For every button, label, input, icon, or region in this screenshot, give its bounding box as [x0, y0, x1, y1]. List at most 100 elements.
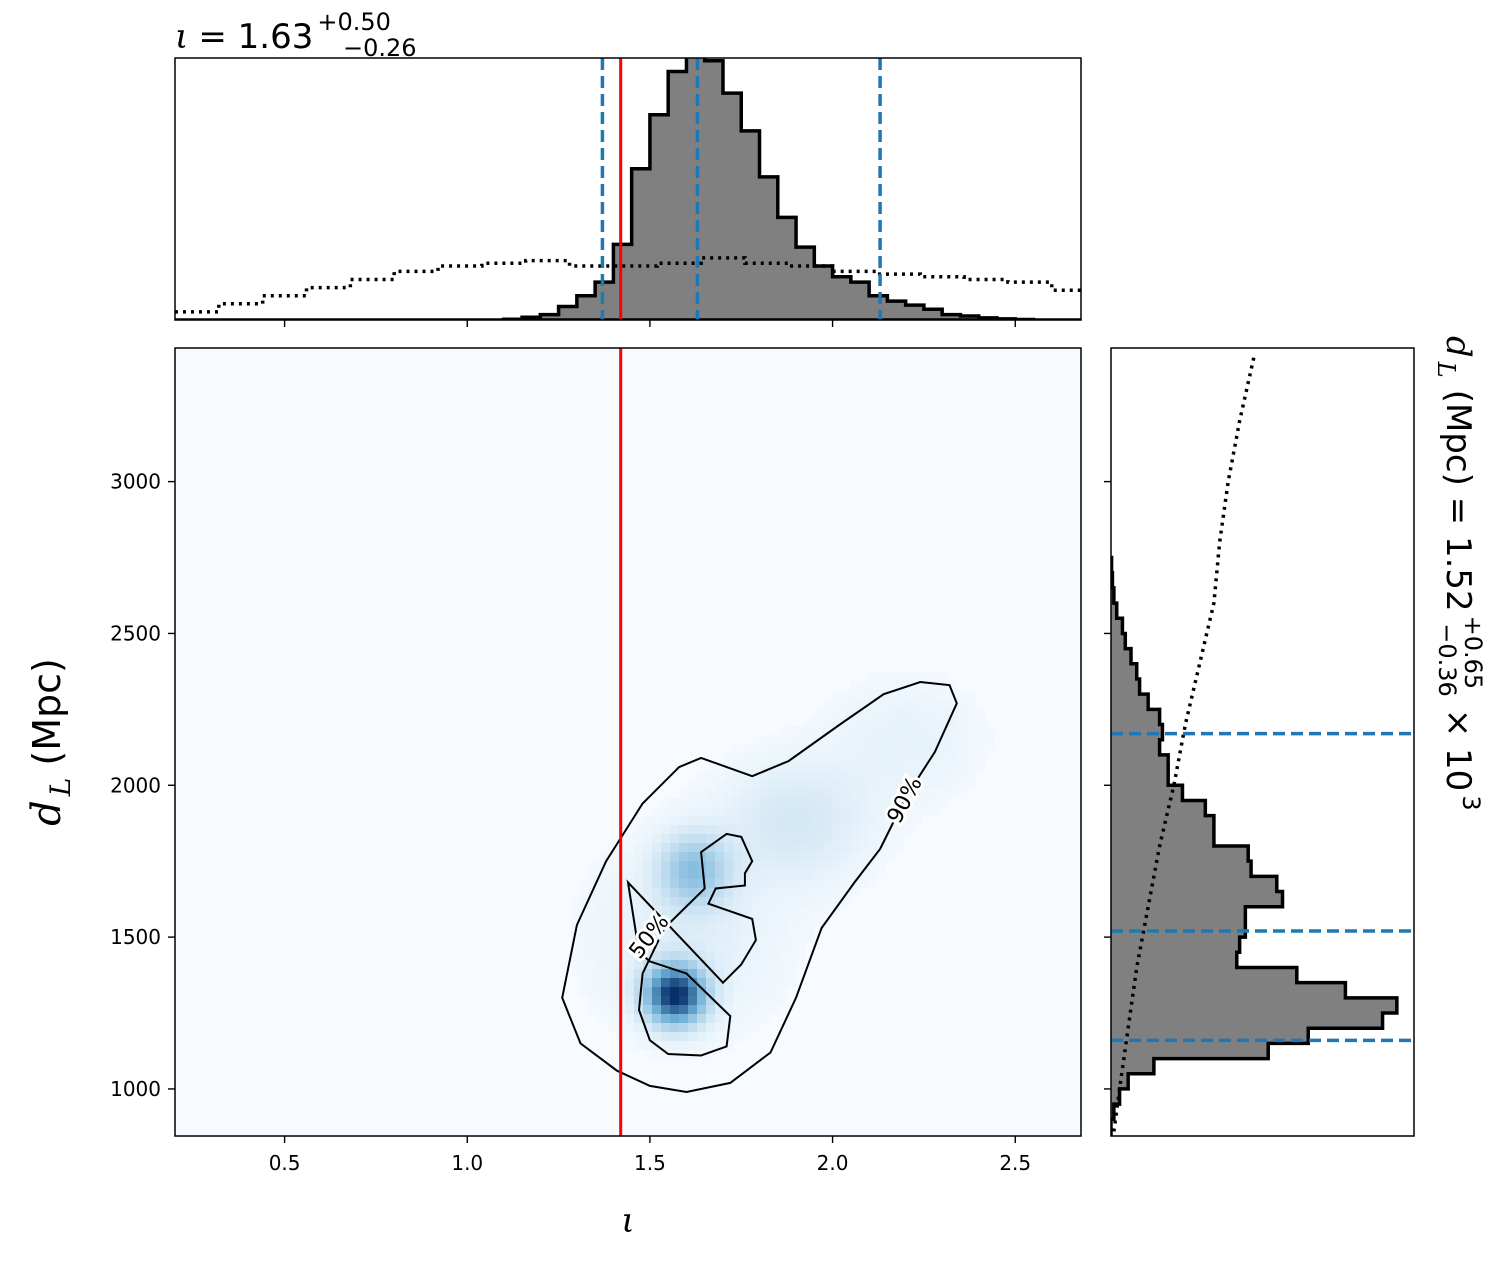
heatmap-cell [598, 924, 608, 934]
heatmap-cell [589, 960, 599, 970]
heatmap-cell [589, 924, 599, 934]
heatmap-cell [859, 870, 869, 880]
heatmap-cell [805, 717, 815, 727]
heatmap-cell [751, 852, 761, 862]
heatmap-cell [715, 861, 725, 871]
heatmap-cell [895, 708, 905, 718]
heatmap-cell [652, 1014, 662, 1024]
heatmap-cell [589, 906, 599, 916]
heatmap-cell [706, 834, 716, 844]
heatmap-cell [625, 969, 635, 979]
heatmap-cell [625, 834, 635, 844]
heatmap-cell [688, 852, 698, 862]
heatmap-cell [823, 897, 833, 907]
heatmap-cell [715, 897, 725, 907]
heatmap-cell [778, 996, 788, 1006]
heatmap-cell [706, 1050, 716, 1060]
heatmap-cell [787, 906, 797, 916]
heatmap-cell [940, 744, 950, 754]
heatmap-cell [742, 996, 752, 1006]
heatmap-cell [652, 960, 662, 970]
heatmap-cell [913, 726, 923, 736]
heatmap-cell [661, 879, 671, 889]
heatmap-cell [796, 789, 806, 799]
heatmap-cell [571, 951, 581, 961]
heatmap-cell [895, 717, 905, 727]
heatmap-cell [652, 951, 662, 961]
heatmap-cell [859, 690, 869, 700]
heatmap-cell [742, 744, 752, 754]
heatmap-cell [949, 744, 959, 754]
heatmap-cell [787, 978, 797, 988]
heatmap-cell [769, 870, 779, 880]
heatmap-cell [634, 969, 644, 979]
heatmap-cell [769, 951, 779, 961]
heatmap-cell [715, 780, 725, 790]
heatmap-cell [778, 960, 788, 970]
heatmap-cell [940, 789, 950, 799]
joint-heatmap-panel: 50%90% 0.5 1.0 1.5 2.0 2.5 1000 1500 2000 2500 3… [24, 347, 1082, 1241]
heatmap-cell [724, 915, 734, 925]
heatmap-cell [904, 735, 914, 745]
heatmap-cell [733, 852, 743, 862]
heatmap-cell [670, 888, 680, 898]
heatmap-cell [598, 987, 608, 997]
heatmap-cell [634, 996, 644, 1006]
heatmap-cell [859, 735, 869, 745]
heatmap-cell [589, 969, 599, 979]
heatmap-cell [913, 789, 923, 799]
heatmap-cell [949, 681, 959, 691]
heatmap-cell [697, 879, 707, 889]
heatmap-cell [841, 888, 851, 898]
heatmap-cell [607, 933, 617, 943]
heatmap-cell [688, 915, 698, 925]
heatmap-cell [760, 960, 770, 970]
heatmap-cell [841, 897, 851, 907]
heatmap-cell [787, 969, 797, 979]
heatmap-cell [661, 861, 671, 871]
contour-50pct [626, 832, 757, 1057]
heatmap-cell [724, 789, 734, 799]
heatmap-cell [913, 816, 923, 826]
heatmap-cell [634, 879, 644, 889]
heatmap-cell [787, 744, 797, 754]
heatmap-cell [706, 870, 716, 880]
heatmap-cell [823, 762, 833, 772]
heatmap-cell [796, 906, 806, 916]
heatmap-cell [886, 699, 896, 709]
heatmap-cell [760, 951, 770, 961]
heatmap-cell [670, 861, 680, 871]
heatmap-cell [571, 915, 581, 925]
heatmap-cell [985, 735, 995, 745]
heatmap-cell [805, 933, 815, 943]
heatmap-cell [607, 960, 617, 970]
heatmap-cell [868, 681, 878, 691]
heatmap-cell [589, 888, 599, 898]
heatmap-cell [832, 816, 842, 826]
heatmap-cell [670, 1041, 680, 1051]
heatmap-cell [598, 897, 608, 907]
heatmap-cell [886, 672, 896, 682]
heatmap-cell [805, 888, 815, 898]
heatmap-cell [886, 771, 896, 781]
heatmap-cell [724, 924, 734, 934]
heatmap-cell [850, 681, 860, 691]
heatmap-cell [751, 942, 761, 952]
heatmap-cell [760, 852, 770, 862]
heatmap-cell [967, 753, 977, 763]
heatmap-cell [814, 897, 824, 907]
heatmap-cell [778, 933, 788, 943]
heatmap-cell [589, 870, 599, 880]
heatmap-cell [949, 789, 959, 799]
heatmap-cell [922, 744, 932, 754]
heatmap-cell [904, 816, 914, 826]
heatmap-cell [913, 717, 923, 727]
heatmap-cell [607, 1014, 617, 1024]
heatmap-cell [643, 825, 653, 835]
heatmap-cell [751, 1014, 761, 1024]
heatmap-cell [715, 870, 725, 880]
heatmap-cell [661, 852, 671, 862]
heatmap-cell [832, 708, 842, 718]
heatmap-cell [958, 771, 968, 781]
heatmap-cell [940, 681, 950, 691]
